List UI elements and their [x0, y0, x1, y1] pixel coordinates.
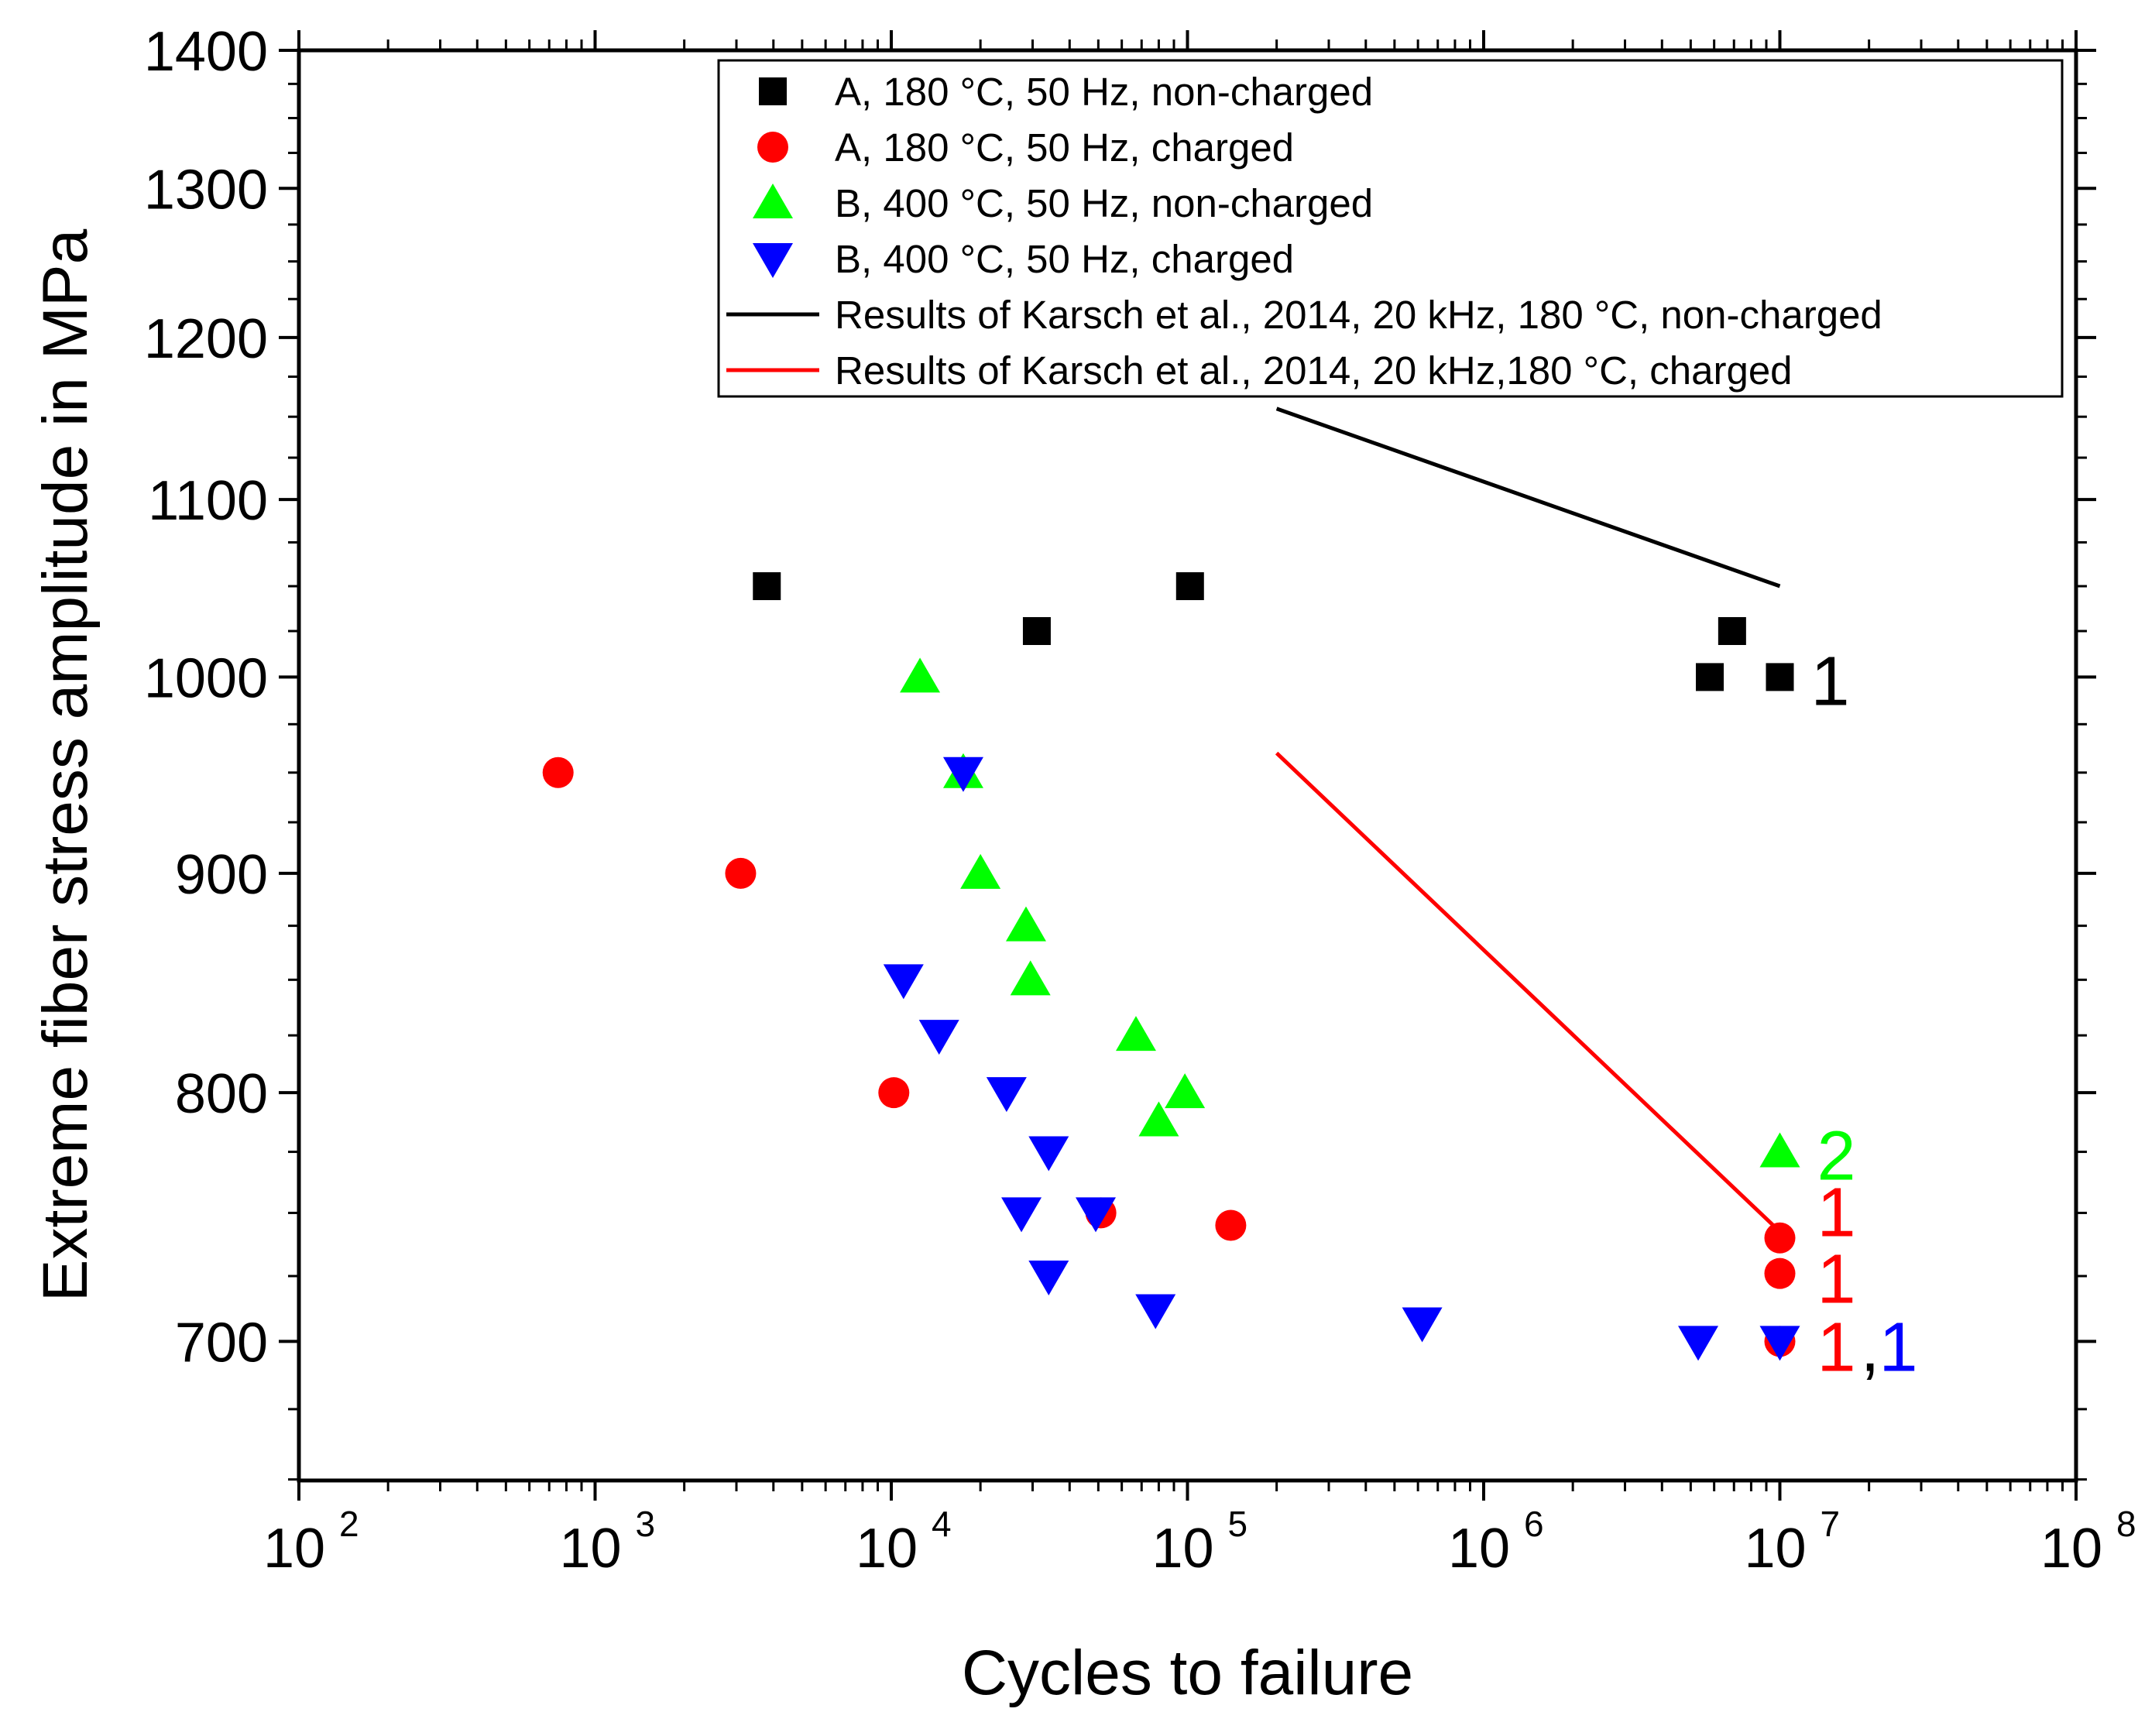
y-tick-label: 800 — [175, 1063, 268, 1125]
x-tick-exponent: 5 — [1228, 1504, 1248, 1544]
x-tick-label: 10 — [1151, 1518, 1213, 1580]
series-b-noncharged-point — [1165, 1073, 1206, 1109]
x-tick-label: 10 — [263, 1518, 325, 1580]
series-b-noncharged-point — [900, 657, 941, 693]
runout-count-annotation: 1 — [1811, 643, 1850, 720]
runout-count-annotation: 2 — [1817, 1118, 1856, 1196]
legend-entry-label: B, 400 °C, 50 Hz, non-charged — [835, 181, 1373, 225]
runout-count-annotation: 1 — [1817, 1241, 1856, 1319]
x-axis-title: Cycles to failure — [962, 1638, 1413, 1708]
legend-entry-label: B, 400 °C, 50 Hz, charged — [835, 237, 1294, 281]
x-tick-exponent: 6 — [1524, 1504, 1544, 1544]
series-b-charged-point — [1678, 1326, 1719, 1361]
y-axis-layer: 700 800 900 1000 1100 1200 1300 1400 — [144, 21, 2096, 1481]
series-b-charged-point — [883, 964, 924, 1000]
x-tick-exponent: 7 — [1821, 1504, 1841, 1544]
series-b-charged-point — [1001, 1197, 1042, 1233]
series-b-charged-point — [1028, 1260, 1069, 1295]
runout-count-annotation: 1 — [1879, 1309, 1918, 1386]
legend-marker — [757, 132, 788, 163]
series-b-charged-point — [1135, 1294, 1176, 1329]
series-a-charged-point — [1215, 1209, 1247, 1241]
runout-count-annotation: 1 — [1817, 1175, 1856, 1252]
legend-entry-label: Results of Karsch et al., 2014, 20 kHz, … — [835, 293, 1882, 337]
x-tick-label: 10 — [856, 1518, 918, 1580]
legend-entry-label: Results of Karsch et al., 2014, 20 kHz,1… — [835, 348, 1793, 393]
series-b-noncharged-point — [1138, 1101, 1179, 1137]
x-axis-layer: 10 2 10 3 10 4 10 5 10 6 10 7 10 8 — [263, 30, 2136, 1580]
series-b-noncharged-point — [1759, 1132, 1800, 1168]
series-a-charged-point — [1764, 1257, 1796, 1289]
legend-box — [717, 59, 2064, 398]
series-b-noncharged-point — [1010, 960, 1051, 996]
series-b-noncharged-point — [1115, 1016, 1156, 1052]
series-b-charged-point — [1759, 1326, 1800, 1361]
legend-layer: A, 180 °C, 50 Hz, non-charged A, 180 °C, … — [717, 59, 2064, 398]
series-a-noncharged-point — [1175, 572, 1204, 601]
series-b-charged-point — [918, 1020, 959, 1055]
runout-count-annotation: , — [1861, 1309, 1880, 1386]
legend-marker — [759, 77, 787, 105]
series-b-noncharged-point — [960, 853, 1001, 889]
x-tick-label: 10 — [1744, 1518, 1806, 1580]
y-tick-label: 1100 — [148, 470, 268, 532]
legend-entry-label: A, 180 °C, 50 Hz, non-charged — [835, 70, 1373, 114]
legend-marker — [753, 243, 793, 278]
karsch-noncharged-line — [1275, 407, 1781, 588]
series-a-noncharged-point — [1696, 663, 1724, 691]
y-tick-label: 700 — [175, 1312, 268, 1374]
series-a-noncharged-point — [1718, 617, 1746, 646]
x-tick-label: 10 — [2040, 1518, 2102, 1580]
x-tick-label: 10 — [559, 1518, 621, 1580]
series-a-noncharged-point — [1766, 663, 1794, 691]
series-layer — [542, 407, 1800, 1361]
series-b-charged-point — [1076, 1197, 1116, 1233]
series-b-charged-point — [942, 756, 983, 792]
series-b-charged-point — [1028, 1136, 1069, 1172]
y-tick-label: 1400 — [144, 21, 268, 83]
series-a-noncharged-point — [1022, 617, 1051, 646]
series-b-charged-point — [1402, 1307, 1443, 1343]
karsch-charged-line — [1275, 751, 1775, 1227]
y-axis-title: Extreme fiber stress amplitude in MPa — [30, 228, 101, 1302]
x-tick-exponent: 3 — [636, 1504, 656, 1544]
y-tick-label: 1000 — [144, 647, 268, 709]
series-a-charged-point — [878, 1077, 910, 1109]
legend-marker — [753, 184, 793, 218]
series-b-charged-point — [986, 1077, 1027, 1113]
series-a-charged-point — [542, 756, 574, 788]
y-tick-label: 1300 — [144, 159, 268, 221]
x-tick-label: 10 — [1448, 1518, 1510, 1580]
x-tick-exponent: 2 — [339, 1504, 359, 1544]
x-tick-exponent: 4 — [932, 1504, 952, 1544]
series-a-charged-point — [1764, 1222, 1796, 1254]
y-tick-label: 1200 — [144, 308, 268, 370]
series-b-noncharged-point — [1005, 906, 1046, 942]
series-a-noncharged-point — [753, 572, 781, 601]
legend-entry-label: A, 180 °C, 50 Hz, charged — [835, 125, 1294, 170]
runout-count-annotation: 1 — [1817, 1309, 1856, 1386]
series-a-charged-point — [725, 857, 757, 889]
x-tick-exponent: 8 — [2116, 1504, 2136, 1544]
y-tick-label: 900 — [175, 844, 268, 906]
